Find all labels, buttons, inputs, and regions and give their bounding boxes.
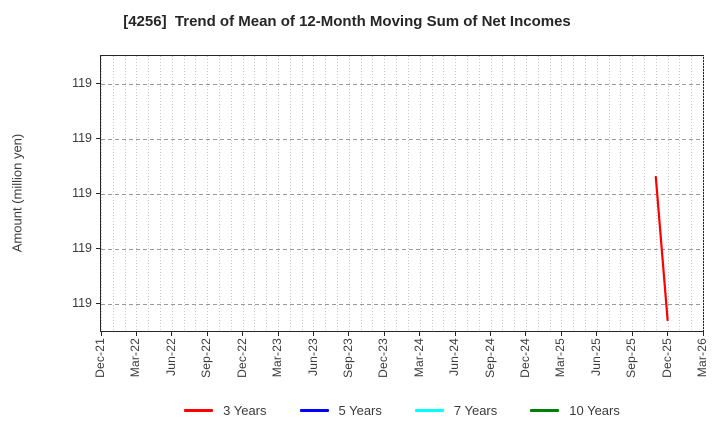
x-tick-mark <box>667 332 669 336</box>
x-tick-label: Sep-22 <box>199 338 214 378</box>
series-line-3-years <box>654 175 669 322</box>
x-tick-mark <box>560 332 562 336</box>
x-tick-label: Jun-25 <box>588 338 603 376</box>
y-tick-mark <box>96 138 100 139</box>
legend-line-swatch <box>299 409 329 412</box>
series-lines <box>654 175 669 322</box>
y-tick-label: 119 <box>72 241 92 255</box>
x-tick-mark <box>348 332 350 336</box>
y-tick-label: 119 <box>72 131 92 145</box>
legend-item-3-years: 3 Years <box>184 403 267 418</box>
chart-title: [4256] Trend of Mean of 12-Month Moving … <box>123 13 571 30</box>
x-tick-mark <box>490 332 491 336</box>
y-tick-label: 119 <box>72 186 92 200</box>
x-tick-label: Dec-23 <box>376 338 391 378</box>
horizontal-gridline <box>101 138 703 140</box>
x-tick-label: Mar-23 <box>270 338 285 378</box>
x-tick-label: Sep-23 <box>340 338 355 378</box>
x-tick-mark <box>631 332 633 336</box>
legend-label: 7 Years <box>453 403 498 418</box>
legend-item-7-years: 7 Years <box>414 403 498 418</box>
legend-item-10-years: 10 Years <box>530 403 620 418</box>
x-tick-mark <box>419 332 421 336</box>
x-tick-mark <box>702 332 704 336</box>
legend-label: 10 Years <box>569 403 620 418</box>
horizontal-gridline <box>101 248 703 250</box>
legend-label: 3 Years <box>223 403 267 418</box>
x-tick-mark <box>454 332 456 336</box>
plot-area <box>100 55 704 332</box>
x-tick-mark <box>206 332 208 336</box>
x-tick-mark <box>525 332 527 336</box>
legend-item-5-years: 5 Years <box>299 403 382 418</box>
x-tick-label: Jun-24 <box>447 338 462 376</box>
legend-label: 5 Years <box>338 403 382 418</box>
x-tick-label: Mar-22 <box>128 338 143 378</box>
x-tick-label: Sep-25 <box>624 338 639 378</box>
y-tick-mark <box>96 193 100 194</box>
chart-legend: 3 Years 5 Years 7 Years 10 Years <box>100 403 704 418</box>
x-tick-label: Dec-22 <box>234 338 249 378</box>
y-tick-mark <box>96 248 100 249</box>
x-tick-mark <box>100 332 102 336</box>
x-tick-mark <box>135 332 137 336</box>
x-tick-label: Dec-25 <box>659 338 674 378</box>
x-tick-mark <box>383 332 385 336</box>
y-tick-label: 119 <box>72 296 92 310</box>
x-tick-mark <box>242 332 244 336</box>
legend-line-swatch <box>414 409 444 412</box>
legend-line-swatch <box>530 409 560 412</box>
legend-line-swatch <box>184 409 214 412</box>
vertical-gridline <box>703 56 704 331</box>
x-tick-label: Jun-22 <box>163 338 178 376</box>
x-tick-label: Mar-24 <box>411 338 426 378</box>
y-axis-label: Amount (million yen) <box>9 133 25 253</box>
x-tick-label: Jun-23 <box>305 338 320 376</box>
x-tick-label: Mar-25 <box>553 338 568 378</box>
x-tick-mark <box>596 332 598 336</box>
y-tick-mark <box>96 83 100 84</box>
y-tick-mark <box>96 303 100 304</box>
x-tick-mark <box>277 332 279 336</box>
x-tick-label: Mar-26 <box>695 338 709 378</box>
x-tick-mark <box>171 332 173 336</box>
horizontal-gridline <box>101 83 703 85</box>
y-tick-label: 119 <box>72 76 92 90</box>
x-tick-label: Dec-24 <box>517 338 532 378</box>
x-tick-mark <box>313 332 314 336</box>
x-tick-label: Sep-24 <box>482 338 497 378</box>
x-tick-label: Dec-21 <box>93 338 107 378</box>
horizontal-gridline <box>101 303 703 305</box>
horizontal-gridline <box>101 193 703 195</box>
